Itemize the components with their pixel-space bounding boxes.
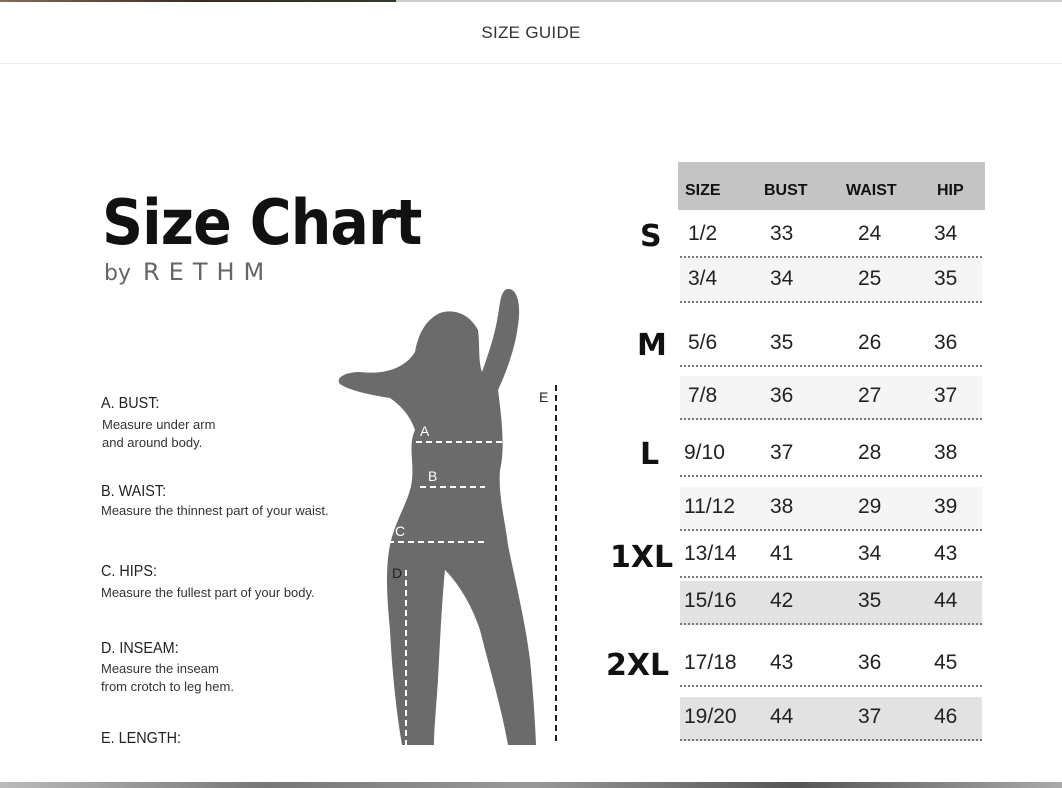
table-cell-size: 3/4	[688, 267, 718, 290]
table-cell-size: 17/18	[684, 651, 737, 674]
table-cell-bust: 41	[770, 542, 794, 565]
measure-inseam-desc: Measure the inseam from crotch to leg hem…	[101, 661, 234, 694]
table-cell-waist: 27	[858, 384, 882, 407]
figure-label-d: D	[392, 565, 402, 581]
size-group-1xl: 1XL	[610, 540, 674, 575]
table-cell-waist: 25	[858, 267, 882, 290]
modal-header: SIZE GUIDE	[0, 2, 1062, 64]
col-waist: WAIST	[846, 182, 897, 199]
table-cell-bust: 37	[770, 441, 794, 464]
table-header-bg	[678, 162, 985, 210]
size-group-2xl: 2XL	[606, 648, 670, 683]
table-cell-size: 1/2	[688, 222, 718, 245]
table-cell-hip: 34	[934, 222, 958, 245]
table-cell-hip: 35	[934, 267, 958, 290]
table-cell-waist: 24	[858, 222, 882, 245]
col-bust: BUST	[764, 182, 808, 199]
figure-label-b: B	[428, 468, 437, 484]
figure-label-c: C	[395, 523, 405, 539]
table-cell-waist: 29	[858, 495, 882, 518]
table-row	[680, 487, 982, 531]
table-cell-bust: 43	[770, 651, 794, 674]
table-cell-bust: 36	[770, 384, 794, 407]
table-cell-bust: 44	[770, 705, 794, 728]
table-row	[680, 259, 982, 303]
chart-title: Size Chart	[102, 186, 422, 259]
table-cell-hip: 44	[934, 589, 958, 612]
measure-bust-heading: A. BUST:	[101, 395, 160, 412]
table-cell-hip: 45	[934, 651, 958, 674]
table-row	[680, 697, 982, 741]
col-size: SIZE	[685, 182, 721, 199]
table-cell-hip: 39	[934, 495, 958, 518]
col-hip: HIP	[937, 182, 964, 199]
figure-label-a: A	[420, 423, 430, 439]
table-cell-waist: 35	[858, 589, 882, 612]
modal-title: SIZE GUIDE	[481, 22, 581, 42]
table-cell-waist: 34	[858, 542, 882, 565]
figure-label-e: E	[539, 389, 548, 405]
table-row	[680, 214, 982, 258]
table-row	[680, 323, 982, 367]
table-cell-size: 13/14	[684, 542, 737, 565]
table-row	[680, 581, 982, 625]
table-cell-size: 7/8	[688, 384, 718, 407]
table-cell-hip: 38	[934, 441, 958, 464]
measure-hips-heading: C. HIPS:	[101, 563, 158, 580]
table-cell-bust: 33	[770, 222, 794, 245]
table-row	[680, 643, 982, 687]
measure-hips-desc: Measure the fullest part of your body.	[101, 585, 315, 600]
table-cell-waist: 37	[858, 705, 882, 728]
table-cell-bust: 35	[770, 331, 794, 354]
size-group-m: M	[637, 328, 667, 363]
measure-waist-heading: B. WAIST:	[101, 483, 167, 500]
by-text: by	[104, 261, 131, 286]
table-cell-hip: 36	[934, 331, 958, 354]
size-group-s: S	[640, 219, 662, 254]
table-cell-size: 5/6	[688, 331, 718, 354]
brand-name: RETHM	[142, 258, 274, 286]
measure-inseam-heading: D. INSEAM:	[101, 640, 179, 657]
table-cell-size: 11/12	[684, 495, 735, 518]
table-cell-hip: 46	[934, 705, 958, 728]
table-row	[680, 376, 982, 420]
body-silhouette-figure: A B C D E	[338, 289, 557, 745]
table-cell-size: 15/16	[684, 589, 737, 612]
table-cell-bust: 38	[770, 495, 794, 518]
table-cell-waist: 26	[858, 331, 882, 354]
table-cell-bust: 42	[770, 589, 794, 612]
table-cell-waist: 36	[858, 651, 882, 674]
table-cell-hip: 37	[934, 384, 958, 407]
measure-length-heading: E. LENGTH:	[101, 730, 182, 745]
table-row	[680, 433, 982, 477]
brand-line: by RETHM	[104, 258, 273, 286]
measure-waist-desc: Measure the thinnest part of your waist.	[101, 503, 329, 518]
table-cell-size: 9/10	[684, 441, 725, 464]
table-cell-hip: 43	[934, 542, 958, 565]
table-cell-bust: 34	[770, 267, 794, 290]
bottom-image-strip	[0, 782, 1062, 788]
top-image-strip	[0, 0, 1062, 2]
table-row	[680, 534, 982, 578]
table-cell-size: 19/20	[684, 705, 737, 728]
size-group-l: L	[640, 437, 660, 472]
table-cell-waist: 28	[858, 441, 882, 464]
measure-bust-desc: Measure under arm and around body.	[102, 417, 216, 450]
